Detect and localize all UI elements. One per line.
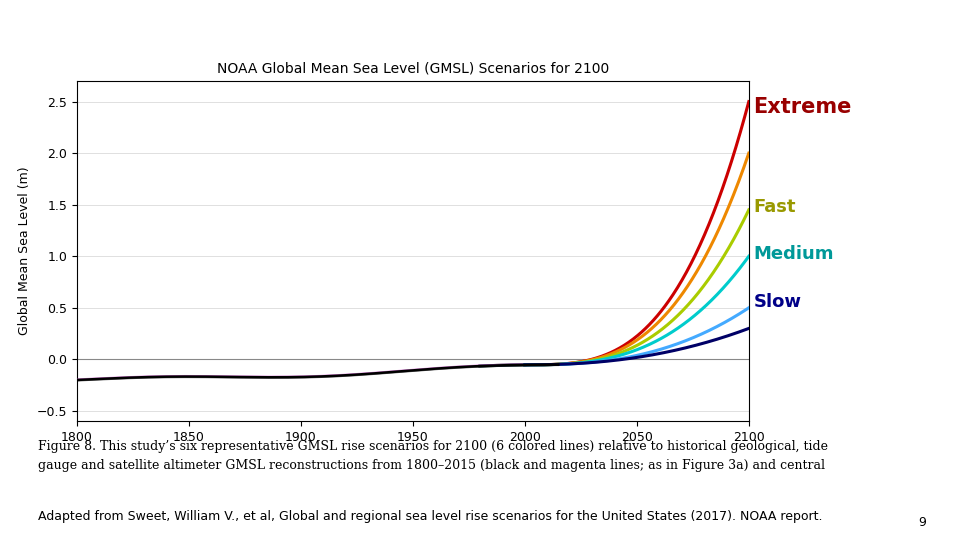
Text: Extreme: Extreme [754, 97, 852, 117]
Y-axis label: Global Mean Sea Level (m): Global Mean Sea Level (m) [18, 167, 31, 335]
Text: Slow: Slow [754, 293, 802, 310]
Text: Figure 8. This study’s six representative GMSL rise scenarios for 2100 (6 colore: Figure 8. This study’s six representativ… [38, 440, 828, 453]
Title: NOAA Global Mean Sea Level (GMSL) Scenarios for 2100: NOAA Global Mean Sea Level (GMSL) Scenar… [217, 62, 609, 76]
Text: Fast: Fast [754, 198, 796, 216]
Text: 9: 9 [919, 516, 926, 529]
Text: Adapted from Sweet, William V., et al, Global and regional sea level rise scenar: Adapted from Sweet, William V., et al, G… [38, 510, 823, 523]
Text: Local Sea Level Rise Impacts: Local Sea Level Rise Impacts [12, 14, 599, 48]
Text: gauge and satellite altimeter GMSL reconstructions from 1800–2015 (black and mag: gauge and satellite altimeter GMSL recon… [38, 459, 826, 472]
Text: Medium: Medium [754, 245, 834, 263]
